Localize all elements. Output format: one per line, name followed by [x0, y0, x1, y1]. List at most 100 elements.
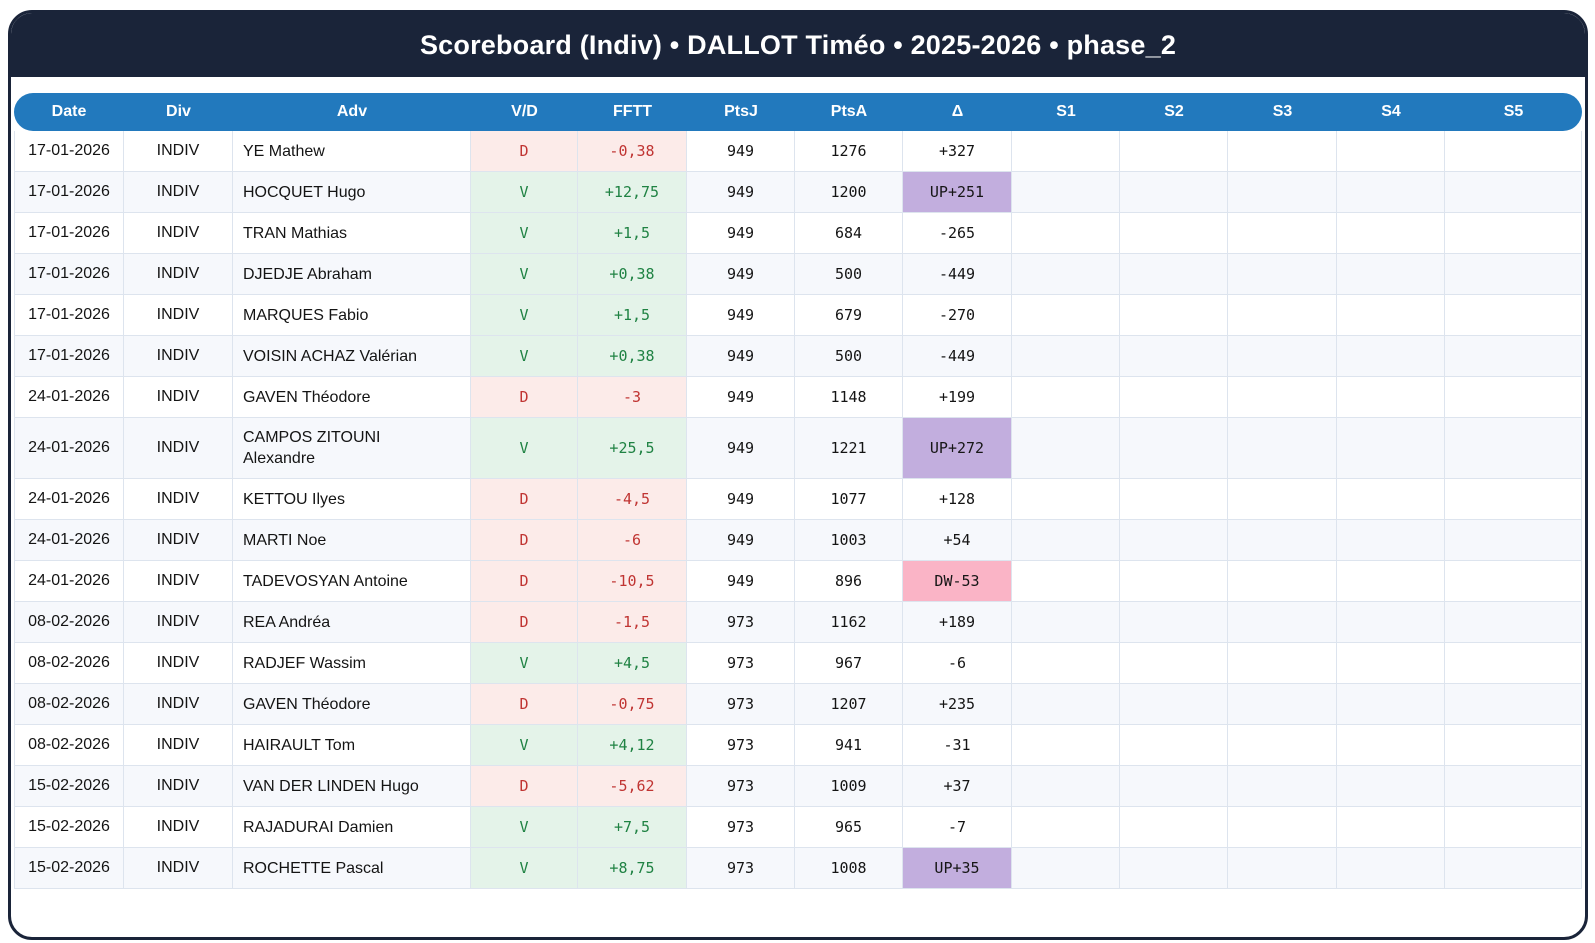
- cell-date: 17-01-2026: [14, 254, 124, 295]
- cell-adv: DJEDJE Abraham: [233, 254, 471, 295]
- cell-s5: [1445, 377, 1582, 418]
- cell-delta: +189: [903, 602, 1012, 643]
- cell-date: 17-01-2026: [14, 213, 124, 254]
- cell-s5: [1445, 479, 1582, 520]
- table-row: 24-01-2026 INDIV MARTI Noe D -6 949 1003 +54: [14, 520, 1582, 561]
- cell-adv: MARTI Noe: [233, 520, 471, 561]
- cell-s1: [1012, 643, 1120, 684]
- cell-fftt: -1,5: [578, 602, 687, 643]
- cell-adv: RAJADURAI Damien: [233, 807, 471, 848]
- cell-fftt: -4,5: [578, 479, 687, 520]
- cell-adv: HOCQUET Hugo: [233, 172, 471, 213]
- cell-adv: GAVEN Théodore: [233, 684, 471, 725]
- column-header-vd: V/D: [471, 93, 578, 131]
- cell-ptsa: 679: [795, 295, 903, 336]
- cell-s5: [1445, 602, 1582, 643]
- cell-adv: RADJEF Wassim: [233, 643, 471, 684]
- cell-ptsj: 949: [687, 561, 795, 602]
- cell-s2: [1120, 295, 1228, 336]
- cell-fftt: -10,5: [578, 561, 687, 602]
- cell-ptsj: 949: [687, 295, 795, 336]
- cell-s3: [1228, 520, 1337, 561]
- cell-adv: CAMPOS ZITOUNI Alexandre: [233, 418, 471, 479]
- cell-ptsa: 941: [795, 725, 903, 766]
- cell-vd: V: [471, 336, 578, 377]
- cell-s4: [1337, 643, 1445, 684]
- table-row: 17-01-2026 INDIV YE Mathew D -0,38 949 1276 +32…: [14, 131, 1582, 172]
- cell-vd: V: [471, 213, 578, 254]
- cell-delta: +235: [903, 684, 1012, 725]
- cell-s5: [1445, 520, 1582, 561]
- cell-ptsj: 973: [687, 643, 795, 684]
- cell-ptsj: 949: [687, 213, 795, 254]
- cell-s1: [1012, 807, 1120, 848]
- cell-s1: [1012, 602, 1120, 643]
- table-wrap: Date Div Adv V/D FFTT PtsJ PtsA Δ S1 S2 …: [11, 77, 1585, 889]
- cell-div: INDIV: [124, 254, 233, 295]
- cell-ptsa: 500: [795, 254, 903, 295]
- cell-s5: [1445, 213, 1582, 254]
- column-header-ptsj: PtsJ: [687, 93, 795, 131]
- table-row: 24-01-2026 INDIV GAVEN Théodore D -3 949 1148 +…: [14, 377, 1582, 418]
- column-header-ptsa: PtsA: [795, 93, 903, 131]
- cell-s1: [1012, 213, 1120, 254]
- cell-s5: [1445, 336, 1582, 377]
- cell-s4: [1337, 848, 1445, 889]
- cell-s3: [1228, 377, 1337, 418]
- cell-s4: [1337, 561, 1445, 602]
- cell-s4: [1337, 336, 1445, 377]
- cell-s1: [1012, 377, 1120, 418]
- column-header-adv: Adv: [233, 93, 471, 131]
- cell-div: INDIV: [124, 418, 233, 479]
- cell-ptsa: 965: [795, 807, 903, 848]
- cell-ptsj: 949: [687, 377, 795, 418]
- cell-s4: [1337, 602, 1445, 643]
- cell-div: INDIV: [124, 131, 233, 172]
- cell-adv: MARQUES Fabio: [233, 295, 471, 336]
- cell-s2: [1120, 766, 1228, 807]
- table-row: 17-01-2026 INDIV TRAN Mathias V +1,5 949 684 -2…: [14, 213, 1582, 254]
- cell-adv: GAVEN Théodore: [233, 377, 471, 418]
- cell-ptsa: 684: [795, 213, 903, 254]
- table-row: 08-02-2026 INDIV RADJEF Wassim V +4,5 973 967-…: [14, 643, 1582, 684]
- cell-div: INDIV: [124, 766, 233, 807]
- cell-ptsa: 1162: [795, 602, 903, 643]
- cell-s2: [1120, 213, 1228, 254]
- cell-s1: [1012, 561, 1120, 602]
- cell-s3: [1228, 213, 1337, 254]
- cell-fftt: +4,5: [578, 643, 687, 684]
- cell-div: INDIV: [124, 643, 233, 684]
- cell-s4: [1337, 254, 1445, 295]
- cell-s2: [1120, 336, 1228, 377]
- table-row: 15-02-2026 INDIV VAN DER LINDEN Hugo D -5,62…: [14, 766, 1582, 807]
- page-title: Scoreboard (Indiv) • DALLOT Timéo • 2025…: [419, 29, 1177, 60]
- cell-adv: REA Andréa: [233, 602, 471, 643]
- cell-fftt: +25,5: [578, 418, 687, 479]
- cell-ptsj: 949: [687, 254, 795, 295]
- cell-ptsj: 949: [687, 418, 795, 479]
- cell-ptsj: 949: [687, 520, 795, 561]
- cell-vd: V: [471, 725, 578, 766]
- cell-vd: V: [471, 643, 578, 684]
- cell-ptsj: 973: [687, 725, 795, 766]
- table-row: 17-01-2026 INDIV VOISIN ACHAZ Valérian V +0,…: [14, 336, 1582, 377]
- cell-vd: V: [471, 172, 578, 213]
- cell-ptsa: 500: [795, 336, 903, 377]
- cell-s4: [1337, 725, 1445, 766]
- cell-date: 17-01-2026: [14, 131, 124, 172]
- cell-s2: [1120, 561, 1228, 602]
- column-header-date: Date: [14, 93, 124, 131]
- cell-div: INDIV: [124, 295, 233, 336]
- cell-s1: [1012, 766, 1120, 807]
- cell-fftt: -0,38: [578, 131, 687, 172]
- cell-s4: [1337, 684, 1445, 725]
- cell-date: 08-02-2026: [14, 602, 124, 643]
- cell-adv: VAN DER LINDEN Hugo: [233, 766, 471, 807]
- cell-s3: [1228, 684, 1337, 725]
- table-row: 24-01-2026 INDIV KETTOU Ilyes D -4,5 949 1077 +…: [14, 479, 1582, 520]
- cell-s4: [1337, 377, 1445, 418]
- cell-vd: D: [471, 520, 578, 561]
- cell-delta: +128: [903, 479, 1012, 520]
- cell-s1: [1012, 479, 1120, 520]
- cell-delta: +327: [903, 131, 1012, 172]
